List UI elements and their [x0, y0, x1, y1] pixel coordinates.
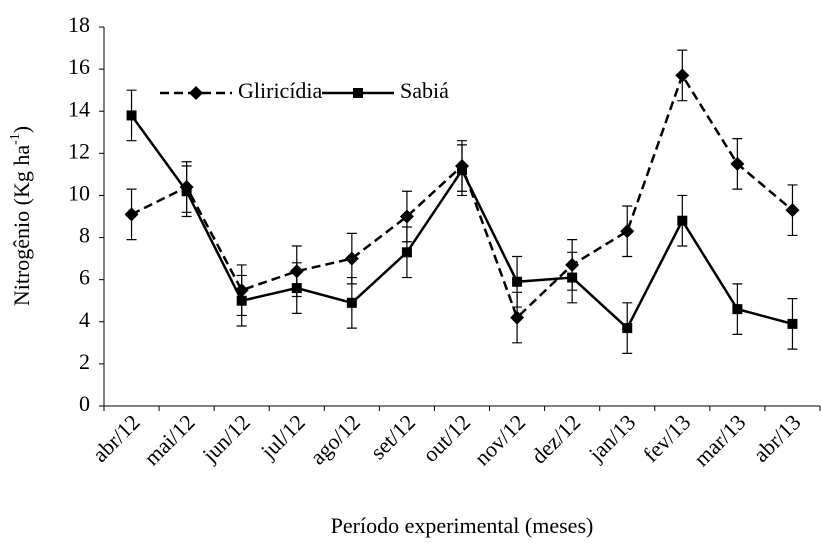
marker-square — [346, 297, 357, 308]
y-tick-label: 6 — [79, 265, 90, 290]
marker-square — [787, 318, 798, 329]
legend-label: Sabiá — [400, 78, 449, 103]
marker-square — [126, 110, 137, 121]
marker-square — [457, 165, 467, 176]
x-tick-label: mai/12 — [139, 409, 200, 470]
marker-diamond — [399, 209, 414, 224]
x-axis-title: Período experimental (meses) — [331, 513, 594, 538]
marker-square — [353, 88, 363, 98]
marker-square — [401, 247, 412, 258]
x-tick-label: ago/12 — [305, 409, 365, 469]
marker-square — [677, 215, 688, 226]
y-axis-title: Nitrogênio (Kg ha-1) — [8, 126, 34, 306]
x-tick-label: set/12 — [365, 409, 420, 464]
y-title-suffix: ) — [9, 126, 34, 133]
x-tick-label: mar/13 — [689, 409, 751, 471]
marker-square — [622, 323, 633, 334]
marker-diamond — [124, 207, 139, 222]
marker-diamond — [510, 310, 525, 325]
marker-square — [567, 272, 578, 283]
x-tick-label: jan/13 — [583, 409, 640, 466]
x-tick-label: out/12 — [418, 409, 475, 466]
x-tick-label: fev/13 — [638, 409, 695, 466]
marker-square — [512, 276, 523, 287]
marker-square — [732, 304, 743, 315]
y-tick-label: 8 — [79, 223, 90, 248]
marker-square — [181, 186, 192, 197]
marker-diamond — [730, 156, 745, 171]
y-title-text: Nitrogênio (Kg ha — [9, 145, 34, 307]
legend-label: Gliricídia — [238, 78, 323, 103]
y-tick-label: 4 — [79, 307, 90, 332]
y-tick-label: 10 — [68, 180, 90, 205]
x-tick-label: abr/13 — [748, 409, 805, 466]
y-tick-label: 14 — [68, 96, 90, 121]
y-tick-label: 2 — [79, 349, 90, 374]
marker-diamond — [675, 68, 690, 83]
marker-square — [236, 295, 247, 306]
x-tick-label: jun/12 — [197, 409, 255, 467]
marker-diamond — [785, 203, 800, 218]
x-tick-label: jul/12 — [255, 409, 310, 464]
marker-diamond — [344, 251, 359, 266]
y-tick-label: 16 — [68, 54, 90, 79]
marker-diamond — [620, 224, 635, 239]
marker-square — [291, 283, 302, 294]
y-tick-label: 0 — [79, 391, 90, 416]
y-tick-label: 18 — [68, 12, 90, 37]
y-tick-label: 12 — [68, 138, 90, 163]
x-tick-label: nov/12 — [469, 409, 530, 470]
x-tick-label: dez/12 — [526, 409, 585, 468]
y-title-sup: -1 — [8, 133, 23, 145]
x-tick-label: abr/12 — [87, 409, 144, 466]
marker-diamond — [189, 86, 203, 100]
